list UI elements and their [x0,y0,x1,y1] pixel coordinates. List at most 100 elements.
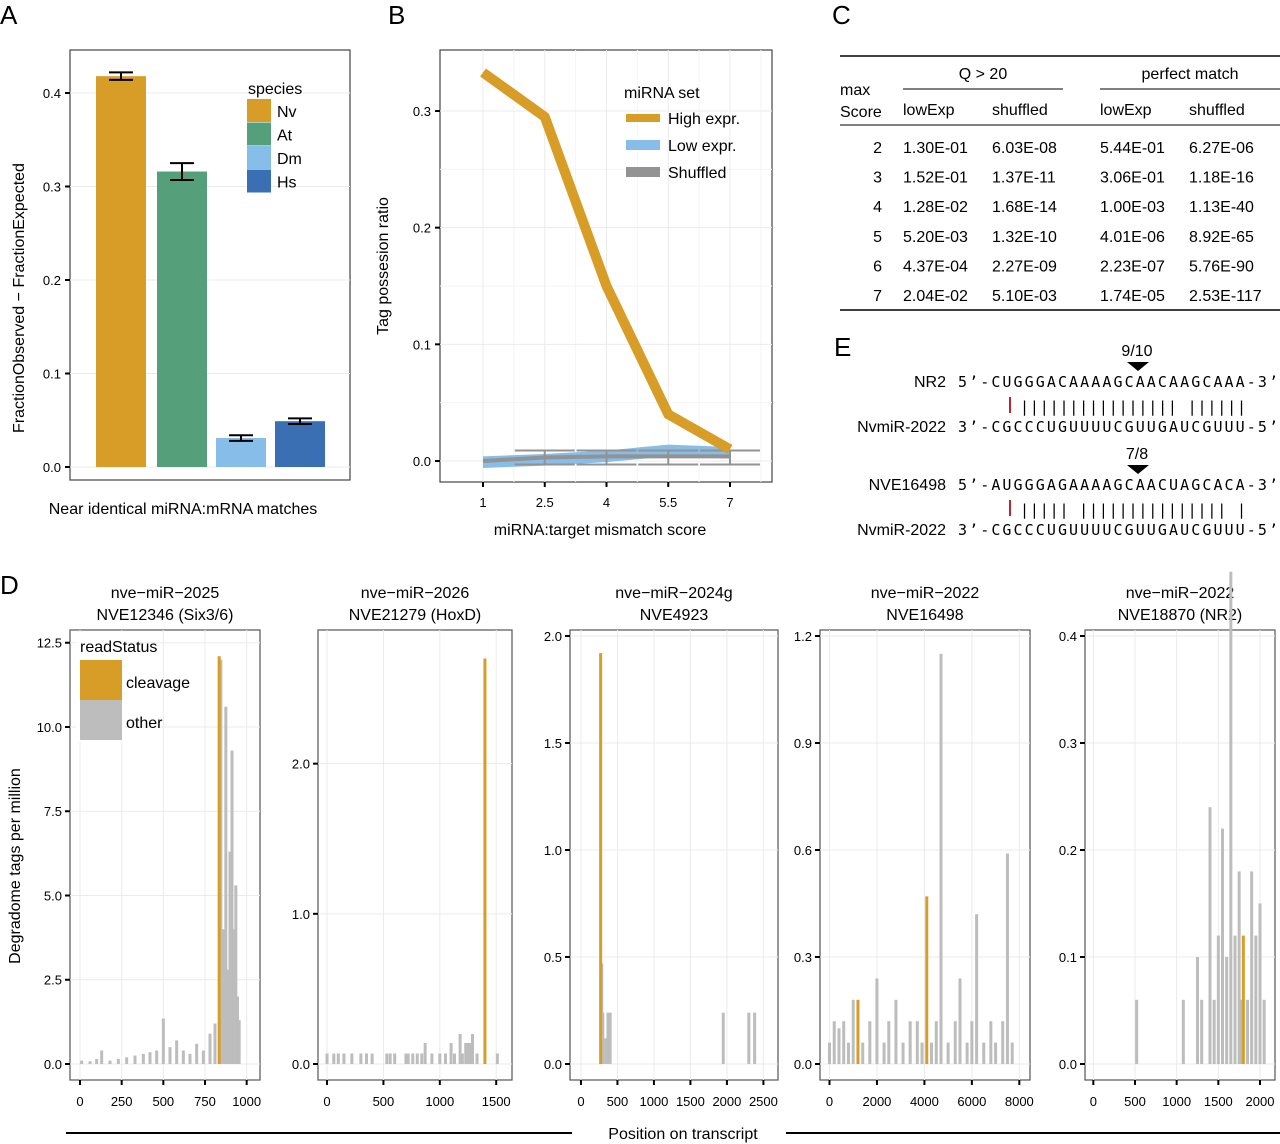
bar-other [133,1055,137,1064]
facet-subtitle: NVE4923 [640,607,709,624]
bar-other [495,1053,499,1064]
x-axis-label: Position on transcript [608,1126,758,1143]
y-tick-label: 0.3 [794,950,812,965]
bar-Nv [96,76,146,468]
bar-other [116,1058,120,1064]
column-header: shuffled [1189,102,1245,119]
bar-other [1208,807,1212,1064]
bar-other [837,1028,841,1064]
panel-label-e: E [834,332,851,362]
bar-Hs [275,421,325,467]
column-header: shuffled [992,102,1048,119]
target-name: NVE16498 [869,477,946,494]
x-axis-label: miRNA:target mismatch score [494,522,707,539]
bar-other [460,1053,464,1064]
x-tick-label: 1000 [425,1094,454,1109]
series-high-expr [480,68,733,454]
bar-other [982,1042,986,1064]
panel-d-degradome-plots: nve−miR−2025 NVE12346 (Six3/6) 0.0 2.5 5.0 7.… [7,571,1280,1143]
bar-other [411,1053,415,1064]
y-tick-label: 1.2 [794,629,812,644]
bar-other [1225,957,1229,1064]
bar-other [181,1050,185,1064]
bar-other [868,1021,872,1064]
table-cell: 8.92E-65 [1189,229,1254,246]
y-tick-label: 0.0 [44,1057,62,1072]
x-tick-label: 6000 [957,1094,986,1109]
bar-other [842,1021,846,1064]
table-cell: 1.13E-40 [1189,199,1254,216]
facet-plot-4: nve−miR−2022 NVE16498 0.0 0.3 0.6 0.9 1.2 0 2000… [794,585,1034,1109]
panel-label-a: A [0,0,18,30]
facet-title: nve−miR−2022 [1126,585,1235,602]
bar-other [1229,571,1233,1064]
table-cell: 1.32E-10 [992,229,1057,246]
bar-other [608,1012,612,1064]
x-tick-label: 1000 [232,1094,261,1109]
table-cell: 5.44E-01 [1100,140,1165,157]
bar-other [1233,935,1237,1064]
bar-other [224,706,228,1064]
panel-label-b: B [388,0,405,30]
y-tick-label: 0.0 [292,1057,310,1072]
bar-other [420,1053,424,1064]
error-bar [109,71,133,81]
y-tick-label: 0.1 [413,337,431,352]
y-tick-label: 5.0 [44,888,62,903]
panel-a-bar-chart: 0.0 0.1 0.2 0.3 0.4 species Nv At Dm Hs FractionOb… [11,49,351,518]
bar-other [994,1042,998,1064]
y-tick-label: 0.3 [1059,736,1077,751]
table-cell: 6.27E-06 [1189,140,1254,157]
bar-other [882,1042,886,1064]
bar-other [430,1053,434,1064]
bar-other [332,1053,336,1064]
mirna-name: NvmiR-2022 [857,522,946,539]
table-cell-score: 5 [873,229,882,246]
x-tick-label: 5.5 [659,495,677,510]
mirna-sequence: 3’-CGCCCUGUUUUCGUUGAUCGUUU-5’ [958,418,1278,436]
y-tick-label: 2.0 [544,629,562,644]
bar-other [901,1042,905,1064]
facet-plot-2: nve−miR−2026 NVE21279 (HoxD) 0.0 1.0 2.0 0 500… [292,585,513,1109]
legend-swatch [247,146,271,169]
base-pair-bonds: |||||||||||||||| |||||| [1020,398,1246,416]
mirna-sequence: 3’-CGCCCUGUUUUCGUUGAUCGUUU-5’ [958,521,1278,539]
bar-other [965,1042,969,1064]
table-cell: 6.03E-08 [992,140,1057,157]
legend-swatch [247,169,271,193]
legend-label: Shuffled [668,165,726,182]
site-label: 7/8 [1126,446,1148,463]
bar-other [359,1053,363,1064]
bar-other [970,1021,974,1064]
bar-other [370,1053,374,1064]
facet-subtitle: NVE21279 (HoxD) [349,607,482,624]
table-cell: 2.04E-02 [903,288,968,305]
y-tick-label: 0.4 [43,86,61,101]
bar-other [438,1053,442,1064]
bar-other [1005,853,1009,1064]
y-tick-label: 0.3 [43,180,61,195]
bar-other [851,999,855,1064]
table-cell: 4.01E-06 [1100,229,1165,246]
mirna-name: NvmiR-2022 [857,419,946,436]
table-cell: 1.28E-02 [903,199,968,216]
bar-other [155,1050,159,1064]
table-cell-score: 4 [873,199,882,216]
bar-other [234,885,238,1064]
y-tick-label: 0.6 [794,843,812,858]
error-bar [170,162,194,181]
legend-label: Low expr. [668,138,736,155]
bar-other [1010,1042,1014,1064]
bar-other [188,1053,192,1064]
bar-other [827,1042,831,1064]
bar-other [452,1053,456,1064]
table-cell: 1.74E-05 [1100,288,1165,305]
bar-cleavage [856,999,860,1064]
y-tick-label: 0.2 [413,221,431,236]
bar-other [920,1042,924,1064]
bar-other [475,1053,479,1064]
bar-other [336,1053,340,1064]
bar-other [221,929,225,1064]
target-sequence: 5’-CUGGGACAAAAGCAACAAGCAAA-3’ [958,373,1278,391]
table-cell: 1.00E-03 [1100,199,1165,216]
